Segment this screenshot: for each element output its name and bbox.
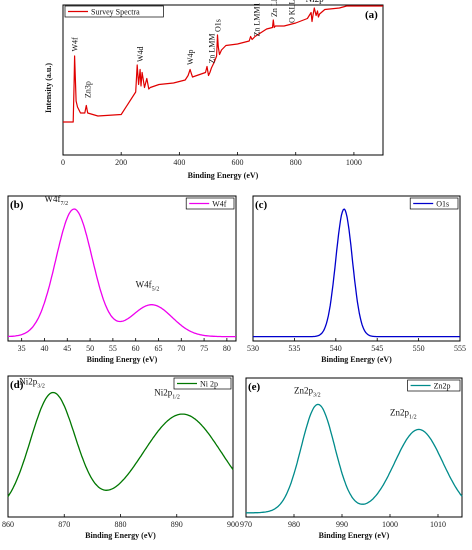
peak-annotation: Ni2p1/2: [154, 388, 180, 401]
legend-label: Zn2p: [434, 382, 451, 391]
series-line-e: [246, 403, 463, 514]
panel-label: (b): [10, 199, 24, 211]
peak-annotation-main: Zn2p: [294, 385, 313, 395]
peak-annotation-subscript: 1/2: [172, 395, 180, 401]
x-tick-label: 1010: [430, 520, 446, 529]
x-tick-label: 60: [132, 344, 140, 353]
x-tick-label: 550: [413, 344, 425, 353]
legend-label: W4f: [212, 200, 227, 209]
peak-annotation-main: W4f: [136, 279, 152, 289]
x-tick-label: 70: [177, 344, 185, 353]
panel-label: (e): [248, 381, 261, 393]
peak-annotation: O1s: [213, 19, 222, 32]
x-axis-label: Binding Energy (eV): [188, 171, 259, 180]
chart-panel-d: 860 870 880 890 900 Binding Energy (eV) Ni 2p (…: [2, 375, 239, 540]
series-line-c: [253, 208, 460, 338]
peak-annotation-main: Zn2p: [390, 408, 409, 418]
peak-annotation-subscript: 3/2: [313, 392, 321, 398]
chart-panel-b: 35 40 45 50 55 60 65 70 75 80 Binding Energy (eV) W…: [7, 194, 237, 364]
x-tick-label: 200: [115, 158, 127, 167]
x-axis-label: Binding Energy (eV): [319, 531, 390, 540]
peak-annotation-main: Ni2p: [154, 388, 173, 398]
legend-box: [64, 5, 164, 18]
x-tick-label: 990: [336, 520, 348, 529]
panel-label: (d): [10, 379, 24, 391]
x-tick-label: 35: [18, 344, 26, 353]
peak-annotation: Zn2p1/2: [390, 408, 417, 421]
plot-frame: [62, 4, 384, 156]
peak-annotation: Ni2p: [306, 0, 325, 4]
legend-box: [185, 197, 235, 210]
x-tick-label: 535: [288, 344, 300, 353]
plot-frame: [7, 195, 237, 342]
x-tick-label: 890: [171, 520, 183, 529]
x-tick-label: 65: [154, 344, 162, 353]
peak-annotation: W4f7/2: [44, 194, 68, 207]
peak-annotation: W4f: [71, 37, 80, 52]
plot-frame: [252, 195, 461, 342]
plot-frame: [245, 377, 463, 518]
x-tick-label: 50: [86, 344, 94, 353]
peak-annotation-subscript: 7/2: [60, 201, 68, 207]
peak-annotation-main: W4f: [44, 194, 60, 204]
series-line-d: [7, 391, 234, 497]
x-axis-label: Binding Energy (eV): [87, 355, 158, 364]
peak-annotation: Zn LMM: [207, 34, 216, 64]
series-line-a: [63, 5, 383, 123]
peak-annotation: Zn3p: [83, 81, 92, 98]
peak-annotation: Ni2p3/2: [19, 376, 45, 389]
legend-label: Ni 2p: [200, 380, 218, 389]
x-tick-label: 55: [109, 344, 117, 353]
x-tick-label: 45: [63, 344, 71, 353]
peak-annotation-subscript: 5/2: [152, 286, 160, 292]
x-tick-label: 75: [200, 344, 208, 353]
peak-annotation-main: Ni2p: [19, 376, 38, 386]
legend-box: [173, 377, 232, 390]
x-tick-label: 80: [223, 344, 231, 353]
x-tick-label: 0: [61, 158, 65, 167]
plot-frame: [7, 375, 234, 518]
x-axis-label: Binding Energy (eV): [85, 531, 156, 540]
x-tick-label: 1000: [346, 158, 362, 167]
peak-annotation: O KLL: [287, 0, 296, 23]
peak-annotation: W4p: [186, 49, 195, 65]
panel-label: (a): [365, 9, 378, 21]
legend-box: [407, 379, 461, 392]
y-axis-label: Intensity (a.u.): [44, 63, 53, 113]
x-tick-label: 880: [115, 520, 127, 529]
x-tick-label: 600: [232, 158, 244, 167]
x-tick-label: 980: [288, 520, 300, 529]
peak-annotation: Zn2p3/2: [294, 385, 321, 398]
peak-annotation: W4f5/2: [136, 279, 160, 292]
x-tick-label: 900: [227, 520, 239, 529]
x-tick-label: 540: [330, 344, 342, 353]
x-tick-label: 870: [58, 520, 70, 529]
peak-annotation: Zn LMM2: [270, 0, 279, 17]
x-tick-label: 545: [371, 344, 383, 353]
chart-panel-a: 0 200 400 600 800 1000 Binding Energy (eV) Inte…: [44, 0, 384, 180]
peak-annotation-subscript: 1/2: [409, 415, 417, 421]
x-tick-label: 970: [240, 520, 252, 529]
chart-panel-c: 530 535 540 545 550 555 Binding Energy (eV) O1s…: [247, 195, 466, 364]
series-line-b: [7, 208, 236, 338]
x-tick-label: 1000: [382, 520, 398, 529]
x-tick-label: 860: [2, 520, 14, 529]
legend-label: O1s: [436, 200, 449, 209]
x-axis-label: Binding Energy (eV): [321, 355, 392, 364]
x-tick-label: 555: [454, 344, 466, 353]
peak-annotation-subscript: 3/2: [37, 383, 45, 389]
peak-annotation: W4d: [136, 46, 145, 62]
panel-label: (c): [255, 199, 268, 211]
x-tick-label: 40: [40, 344, 48, 353]
chart-panel-e: 970 980 990 1000 1010 Binding Energy (eV) Zn2p…: [240, 377, 463, 540]
x-tick-label: 400: [173, 158, 185, 167]
legend-box: [409, 197, 459, 210]
x-tick-label: 530: [247, 344, 259, 353]
x-tick-label: 800: [290, 158, 302, 167]
legend-label: Survey Spectra: [91, 8, 140, 17]
peak-annotation: Zn LMM1: [252, 3, 261, 37]
